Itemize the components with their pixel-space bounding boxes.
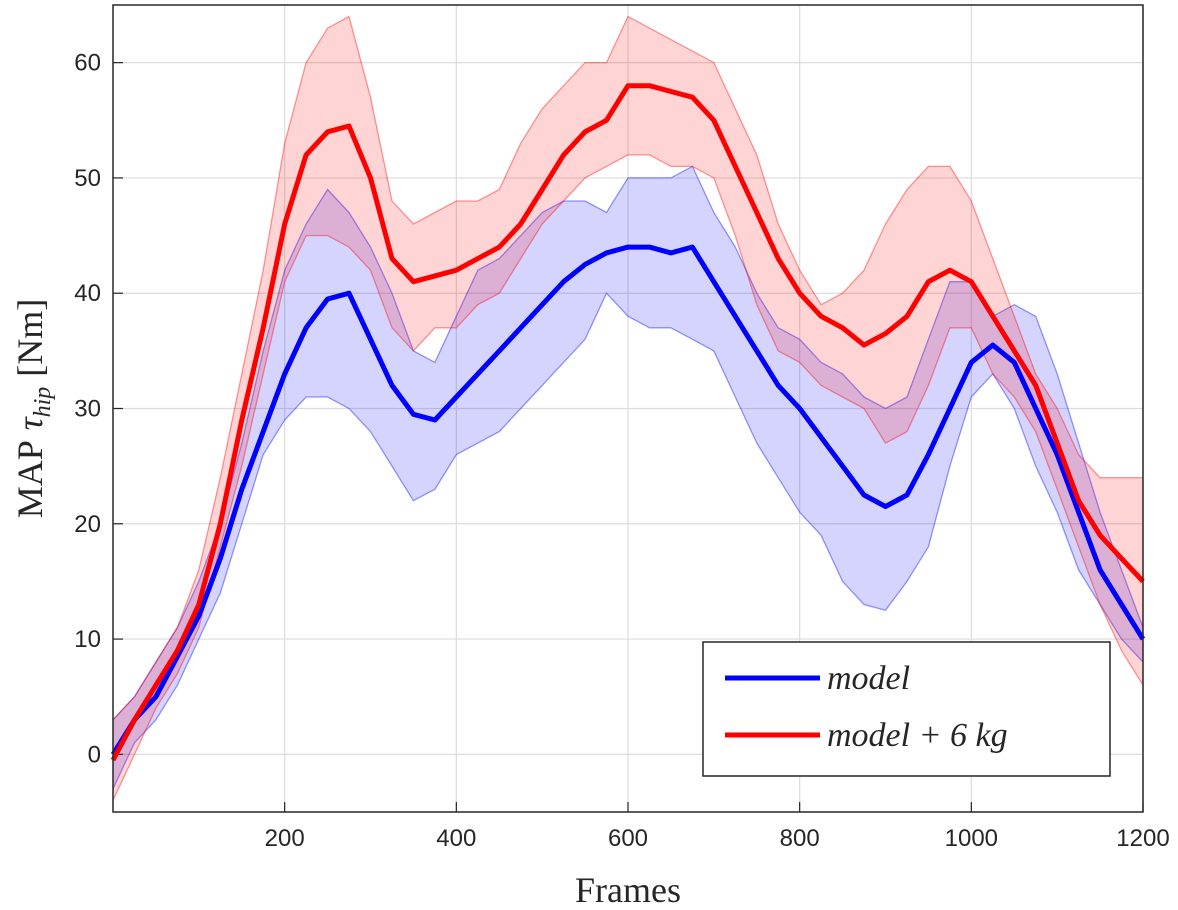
band	[113, 16, 1143, 801]
legend-label: model	[827, 660, 910, 697]
y-tick-label: 0	[88, 741, 101, 768]
y-tick-label: 40	[74, 280, 101, 307]
y-tick-label: 30	[74, 396, 101, 423]
legend-label: model + 6 kg	[827, 717, 1008, 754]
y-label-symbol: τ	[10, 416, 50, 430]
line	[110, 244, 1146, 756]
y-tick-label: 60	[74, 50, 101, 77]
x-tick-label: 200	[265, 825, 305, 852]
axes-box	[112, 4, 1144, 813]
y-tick-label: 10	[74, 626, 101, 653]
x-tick-label: 400	[436, 825, 476, 852]
y-tick-label: 20	[74, 511, 101, 538]
band-edge	[112, 15, 1143, 721]
band	[113, 166, 1143, 789]
y-label-text: MAP	[10, 440, 50, 518]
y-axis-label: MAP τhip [Nm]	[10, 299, 56, 519]
x-tick-label: 600	[608, 825, 648, 852]
band-edge	[112, 154, 1144, 801]
x-tick-label: 1200	[1116, 825, 1169, 852]
legend-box	[702, 641, 1111, 777]
y-label-unit: [Nm]	[10, 299, 50, 377]
y-label-subscript: hip	[30, 387, 56, 418]
line	[110, 83, 1145, 762]
y-tick-label: 50	[74, 165, 101, 192]
x-axis-label: Frames	[575, 870, 681, 910]
x-tick-label: 800	[780, 825, 820, 852]
x-tick-label: 1000	[945, 825, 998, 852]
band-edge	[112, 292, 1144, 790]
